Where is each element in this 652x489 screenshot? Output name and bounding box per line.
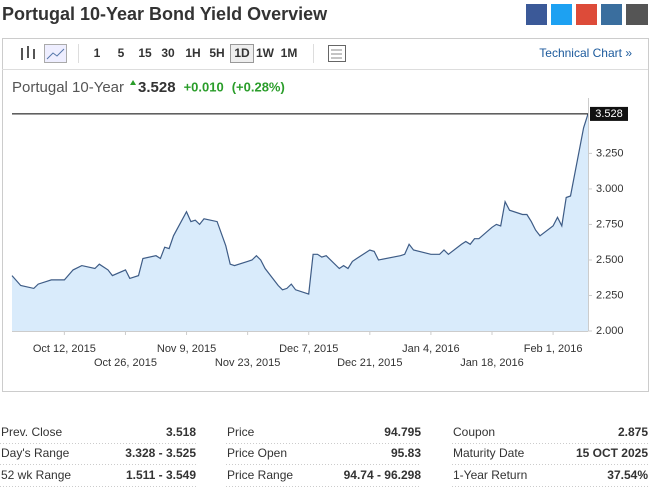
stat-value: 95.83 (391, 446, 421, 460)
twitter[interactable] (551, 4, 572, 25)
stat-label: Maturity Date (453, 446, 525, 460)
widget-box (2, 38, 649, 392)
y-tick-label: 3.000 (596, 183, 624, 195)
technical-chart-link[interactable]: Technical Chart » (539, 46, 632, 60)
stat-label: Price (227, 425, 255, 439)
stat-label: Coupon (453, 425, 495, 439)
stat-value: 15 OCT 2025 (576, 446, 648, 460)
x-tick-label: Dec 7, 2015 (279, 343, 338, 355)
chart-type-icons (17, 44, 346, 63)
range-button[interactable]: 30 (161, 46, 175, 60)
range-button[interactable]: 15 (138, 46, 152, 60)
y-tick-label: 2.250 (596, 289, 624, 301)
x-tick-label: Oct 12, 2015 (33, 343, 96, 355)
range-selected (230, 44, 254, 63)
stat-value: 3.328 - 3.525 (125, 446, 196, 460)
line (11, 113, 589, 295)
range-button[interactable]: 1W (256, 46, 275, 60)
range-button[interactable]: 1D (234, 46, 250, 60)
x-tick-label: Nov 23, 2015 (215, 357, 280, 369)
quote-change: +0.010 (184, 79, 224, 94)
y-tick-label: 2.500 (596, 254, 624, 266)
x-tick-label: Jan 18, 2016 (460, 357, 524, 369)
quote-name: Portugal 10-Year (12, 79, 124, 96)
email[interactable] (626, 4, 648, 25)
x-tick-label: Jan 4, 2016 (402, 343, 460, 355)
range-button[interactable]: 1H (185, 46, 200, 60)
area-icon[interactable] (44, 44, 67, 63)
x-tick-label: Dec 21, 2015 (337, 357, 402, 369)
facebook[interactable] (526, 4, 547, 25)
range-button[interactable]: 5 (118, 46, 125, 60)
range-button[interactable]: 1 (94, 46, 101, 60)
stat-value: 37.54% (607, 468, 648, 482)
stat-value: 2.875 (618, 425, 648, 439)
quote-last: 3.528 (138, 79, 176, 96)
x-tick-label: Oct 26, 2015 (94, 357, 157, 369)
x-tick-label: Nov 9, 2015 (157, 343, 216, 355)
last-price-box (590, 106, 628, 121)
stat-label: Prev. Close (1, 425, 62, 439)
stat-label: 1-Year Return (453, 468, 527, 482)
y-tick-label: 2.750 (596, 218, 624, 230)
page-title: Portugal 10-Year Bond Yield Overview (2, 4, 328, 24)
stat-label: Price Range (227, 468, 293, 482)
stocktwits[interactable] (601, 4, 622, 25)
y-tick-label: 2.000 (596, 325, 624, 337)
last-price-label: 3.528 (595, 108, 623, 120)
stat-value: 94.74 - 96.298 (344, 468, 422, 482)
stat-value: 1.511 - 3.549 (126, 468, 196, 482)
stat-value: 94.795 (384, 425, 421, 439)
google-plus[interactable] (576, 4, 597, 25)
stat-value: 3.518 (166, 425, 196, 439)
stat-label: Day's Range (1, 446, 70, 460)
social-icons (526, 4, 648, 25)
stat-label: Price Open (227, 446, 287, 460)
area (12, 113, 588, 332)
y-tick-label: 3.250 (596, 147, 624, 159)
stat-label: 52 wk Range (1, 468, 71, 482)
quote-change-pct: (+0.28%) (232, 79, 285, 94)
up-arrow (130, 80, 137, 85)
range-button[interactable]: 5H (209, 46, 224, 60)
x-tick-label: Feb 1, 2016 (524, 343, 583, 355)
range-button[interactable]: 1M (281, 46, 298, 60)
